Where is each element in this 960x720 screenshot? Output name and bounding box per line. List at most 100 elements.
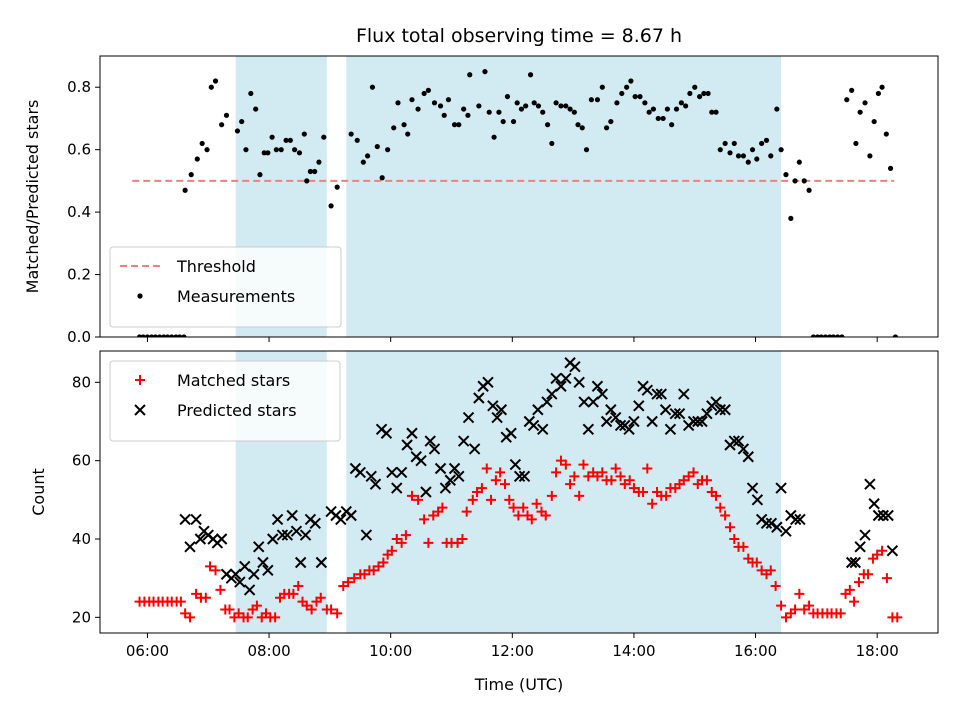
- measurement-point: [307, 168, 314, 175]
- matched-stars-point: [476, 483, 487, 494]
- predicted-stars-point: [696, 415, 708, 428]
- measurement-point: [354, 137, 360, 143]
- predicted-stars-point: [428, 443, 441, 455]
- measurement-point: [292, 147, 298, 153]
- predicted-stars-point: [600, 415, 613, 428]
- predicted-stars-point: [487, 400, 499, 412]
- matched-stars-point: [606, 475, 617, 486]
- matched-stars-point: [315, 592, 326, 603]
- matched-stars-point: [844, 584, 855, 595]
- matched-stars-point: [306, 604, 317, 615]
- predicted-stars-point: [882, 509, 894, 522]
- predicted-stars-point: [578, 396, 590, 408]
- measurement-point: [871, 118, 877, 125]
- matched-stars-point: [224, 604, 235, 615]
- matched-stars-point: [892, 612, 903, 623]
- matched-stars-point: [419, 514, 430, 525]
- shaded-interval: [346, 56, 782, 337]
- matched-stars-point: [794, 588, 805, 599]
- matched-stars-point: [500, 479, 511, 490]
- matched-stars-point: [642, 463, 653, 474]
- matched-stars-point: [624, 475, 635, 486]
- y-tick-label: 0.2: [67, 266, 91, 284]
- measurement-point: [234, 128, 241, 134]
- predicted-stars-point: [527, 419, 540, 432]
- predicted-stars-point: [623, 423, 635, 436]
- predicted-stars-point: [315, 556, 328, 569]
- matched-stars-point: [578, 459, 589, 470]
- matched-stars-point: [526, 514, 537, 525]
- measurement-point: [304, 178, 310, 184]
- predicted-stars-point: [771, 521, 783, 533]
- legend-box: [109, 246, 342, 328]
- measurement-point: [401, 122, 407, 128]
- measurement-point: [321, 134, 327, 140]
- predicted-stars-point: [239, 560, 251, 573]
- measurement-point: [491, 134, 497, 140]
- predicted-stars-point: [286, 509, 298, 522]
- measurement-point: [496, 109, 502, 115]
- matched-stars-point: [490, 475, 501, 486]
- measurement-point: [219, 122, 225, 128]
- matched-stars-point: [406, 490, 417, 501]
- measurement-point: [374, 143, 380, 150]
- predicted-stars-point: [591, 380, 604, 392]
- predicted-stars-point: [194, 533, 207, 545]
- measurement-point: [316, 159, 322, 165]
- predicted-stars-point: [281, 529, 294, 541]
- predicted-stars-point: [369, 478, 382, 490]
- predicted-stars-point: [872, 509, 885, 522]
- count-panel: 20 40 60 80 06:00 08:00 10:00 12:00 14:00 16:00 18…: [29, 350, 939, 660]
- measurement-point: [287, 137, 293, 143]
- predicted-stars-point: [290, 525, 303, 537]
- measurement-point: [182, 187, 188, 193]
- matched-stars-point: [349, 573, 360, 584]
- predicted-stars-point: [262, 564, 274, 577]
- matched-stars-point: [574, 490, 585, 501]
- predicted-stars-point: [335, 513, 347, 526]
- measurement-point: [461, 106, 467, 112]
- matched-stars-point: [437, 502, 448, 513]
- predicted-stars-point: [380, 427, 393, 439]
- chart-title: Flux total observing time = 8.67 h: [356, 25, 682, 47]
- measurement-point: [456, 122, 462, 128]
- matched-stars-point: [508, 502, 519, 513]
- y-tick-label: 80: [72, 373, 91, 391]
- measurement-point: [385, 147, 391, 153]
- measurement-point: [301, 131, 307, 137]
- predicted-stars-point: [482, 376, 494, 389]
- measurement-point: [717, 147, 723, 153]
- predicted-stars-point: [728, 435, 740, 447]
- measurement-point: [283, 137, 289, 143]
- matched-stars-point: [242, 612, 253, 623]
- predicted-stars-point: [309, 517, 321, 530]
- measurement-point: [705, 90, 711, 97]
- measurement-point: [788, 215, 794, 221]
- measurement-point: [810, 334, 816, 337]
- legend-measurements-swatch: [137, 293, 143, 299]
- predicted-stars-point: [659, 404, 672, 416]
- measurement-point: [818, 334, 824, 337]
- measurement-point: [735, 153, 742, 159]
- y-tick-label: 60: [72, 452, 91, 470]
- measurement-point: [535, 103, 542, 109]
- measurement-point: [599, 84, 605, 90]
- measurement-point: [391, 125, 397, 131]
- predicted-stars-point: [513, 470, 526, 483]
- predicted-stars-point: [651, 388, 663, 400]
- measurement-point: [369, 84, 376, 90]
- legend: Threshold Measurements: [109, 246, 342, 328]
- measurement-point: [835, 334, 841, 337]
- measurement-point: [713, 109, 719, 115]
- measurement-point: [169, 334, 175, 337]
- measurement-point: [451, 122, 458, 128]
- matched-stars-point: [251, 600, 262, 611]
- measurement-point: [482, 69, 488, 75]
- predicted-stars-point: [596, 388, 609, 400]
- predicted-stars-point: [434, 462, 447, 475]
- predicted-stars-point: [299, 529, 312, 541]
- measurement-point: [465, 112, 471, 118]
- measurement-point: [867, 153, 873, 159]
- measurement-point: [664, 106, 670, 112]
